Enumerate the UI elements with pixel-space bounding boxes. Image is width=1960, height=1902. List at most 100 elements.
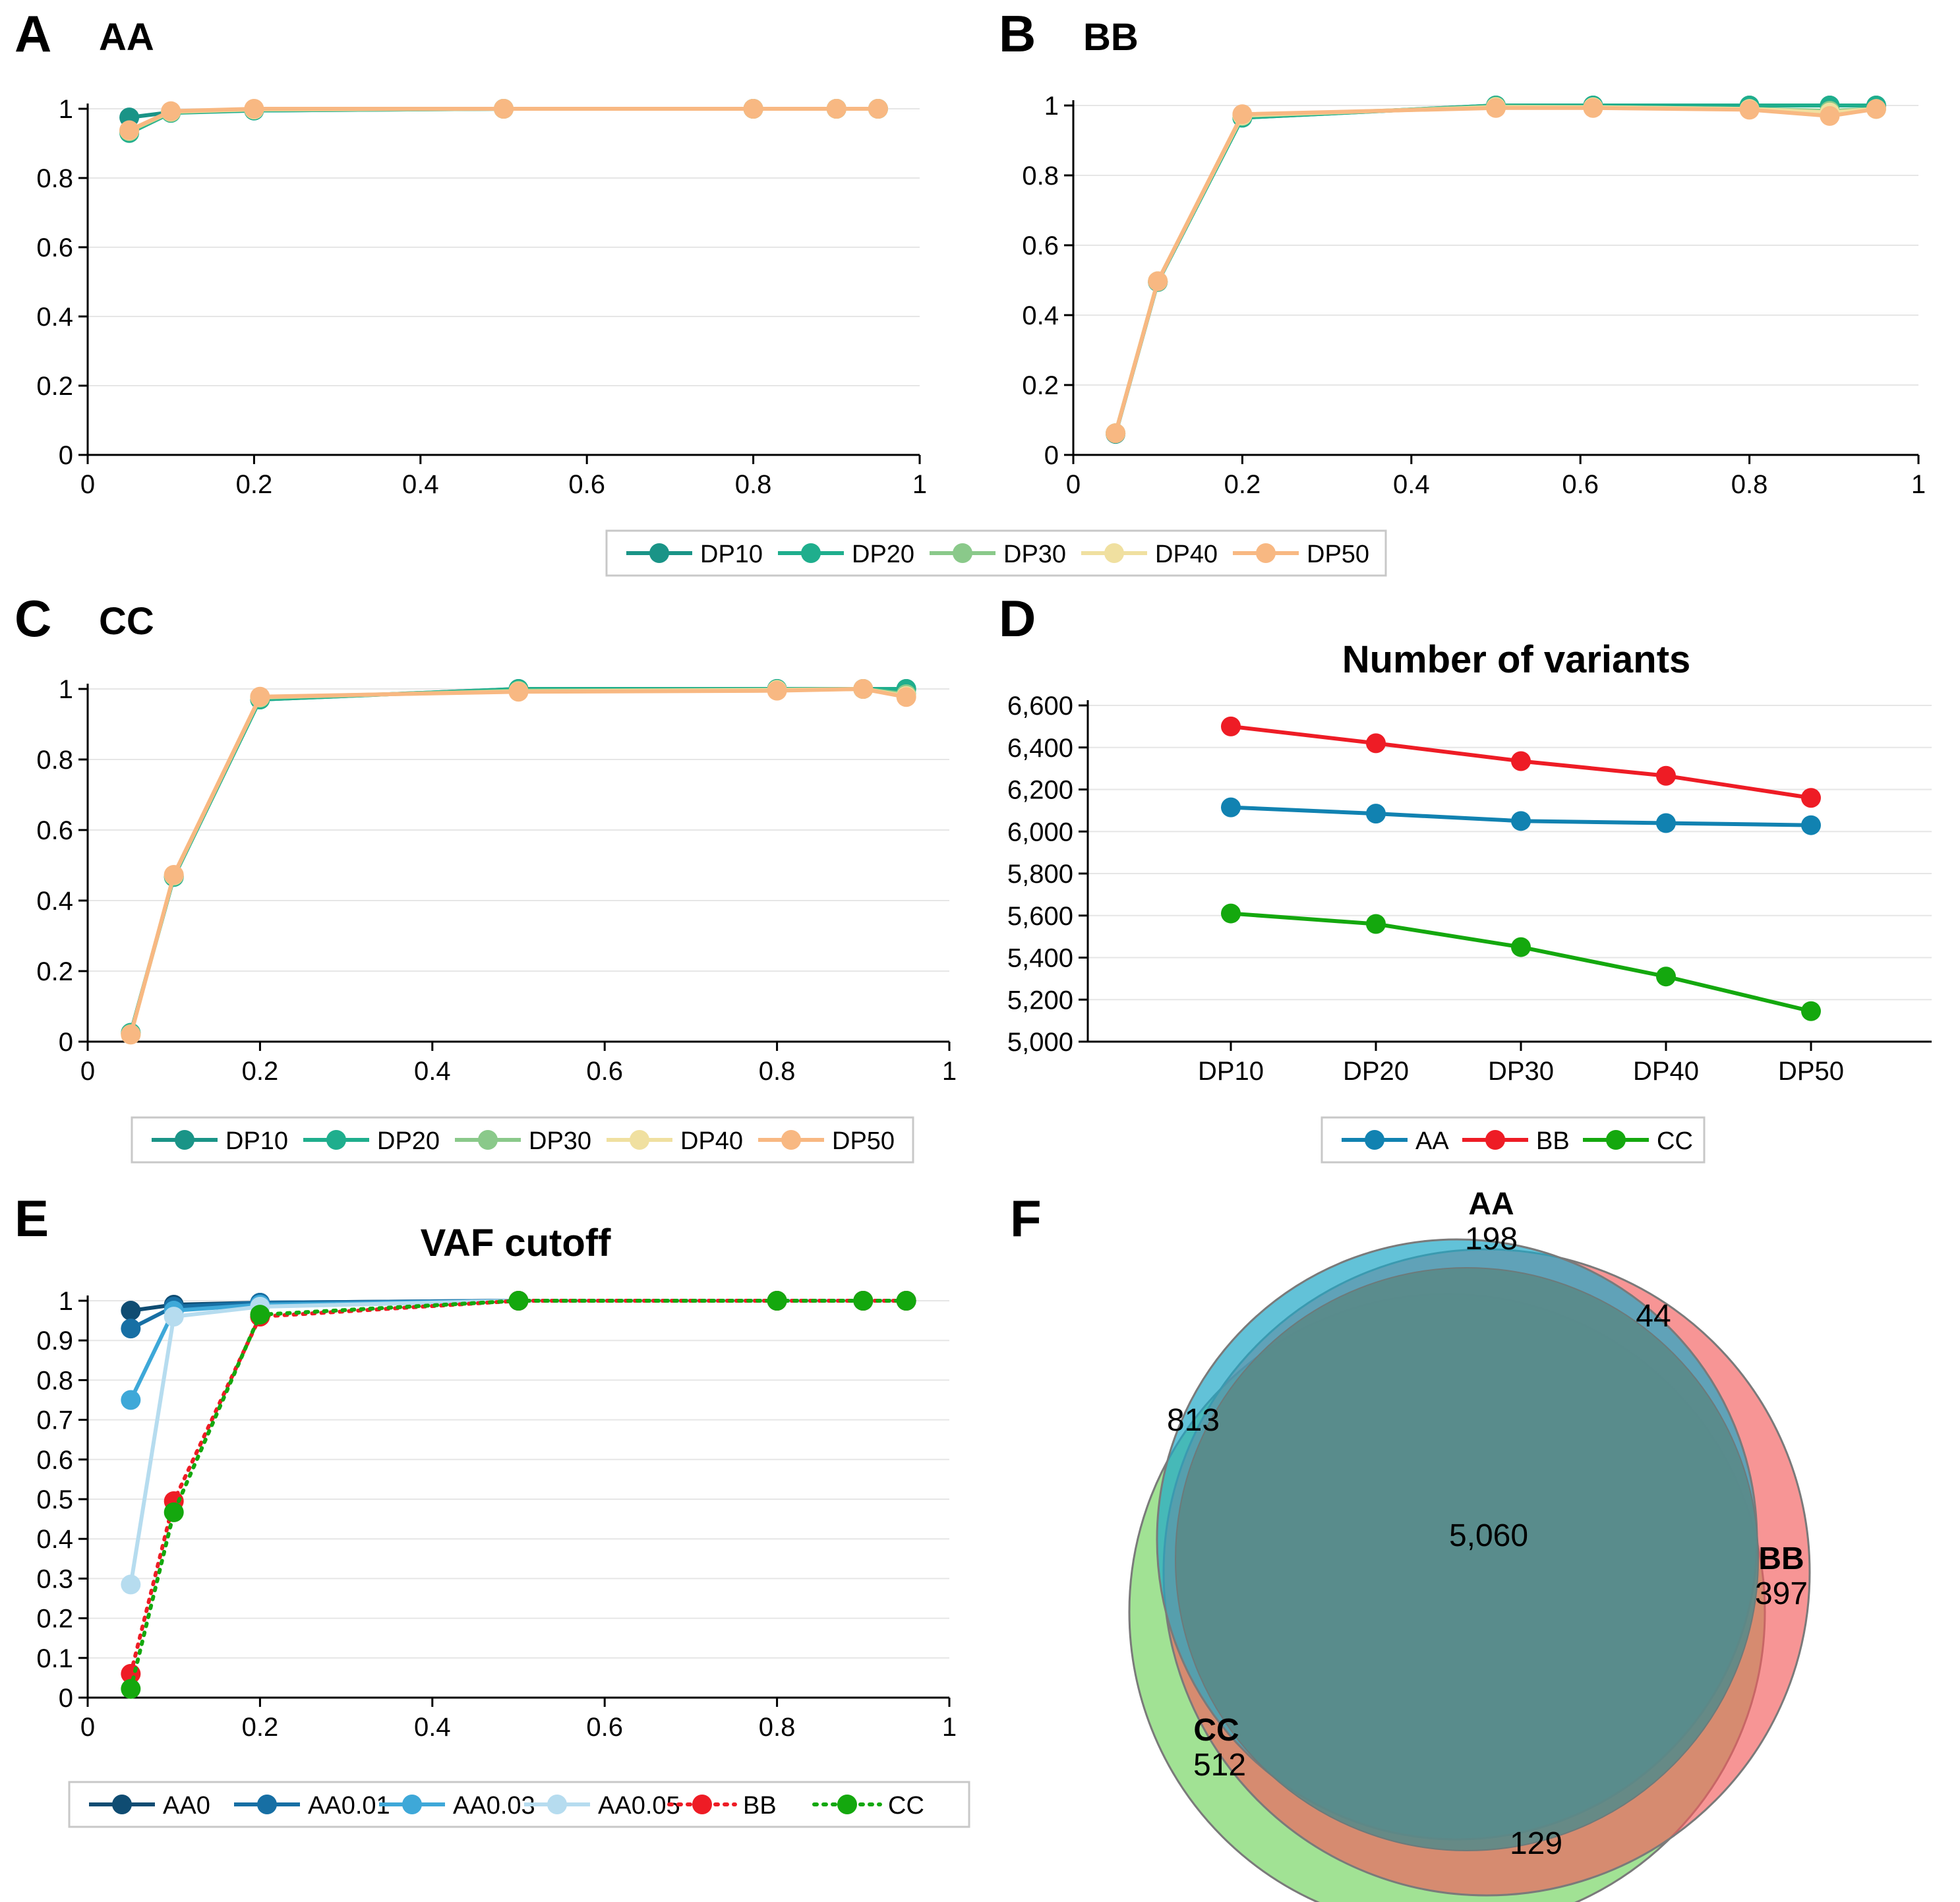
legend-e-marker-bb [692, 1795, 712, 1814]
panel-c-header: C CC [15, 589, 154, 647]
panel-d-y-tick-label: 6,200 [1007, 776, 1073, 805]
panel-e-series-aa0-03-line [129, 1299, 906, 1401]
panel-c-series-dp50-point [853, 679, 874, 699]
panel-c-y-tick-label: 0 [59, 1028, 73, 1057]
panel-letter-b: B [999, 5, 1036, 63]
panel-d-y-tick-label: 5,000 [1007, 1028, 1073, 1057]
panel-e-series-aa0-03-point [121, 1390, 141, 1410]
panel-e-y-tick-label: 0.2 [36, 1605, 73, 1634]
panel-d-series-aa-point [1221, 797, 1241, 817]
legend-ab-label-dp20: DP20 [852, 541, 914, 568]
panel-c-y-tick-label: 0.8 [36, 746, 73, 775]
panel-b-y-tick-label: 0.8 [1022, 162, 1059, 191]
legend-d-marker-aa [1365, 1130, 1384, 1150]
panel-d-series-aa-point [1366, 804, 1386, 824]
panel-c-series-dp30-line [129, 687, 907, 1035]
panel-b-series-dp50-point [1232, 104, 1253, 125]
panel-b-y-tick-label: 1 [1044, 92, 1059, 121]
panel-c-chart: 0 0.2 0.4 0.6 0.8 1 0 0.2 0.4 0.6 0.8 1 [36, 675, 957, 1086]
panel-e-x-tick-label: 0.4 [414, 1713, 451, 1742]
legend-d-label-bb: BB [1536, 1127, 1570, 1155]
panel-d-x-tick-label: DP50 [1778, 1057, 1844, 1086]
panel-d-series-bb-point [1221, 716, 1241, 736]
panel-d-x-tick-label: DP30 [1488, 1057, 1554, 1086]
panel-c-series-dp50-point [250, 686, 270, 707]
panel-b-series-dp50-point [1486, 98, 1506, 118]
legend-c-marker-dp50 [781, 1130, 801, 1150]
panel-c-x-tick-label: 0.8 [759, 1057, 796, 1086]
panel-a-y-tick-label: 0.4 [36, 303, 73, 332]
panel-a-y-tick-label: 0.2 [36, 372, 73, 401]
panel-d-series-cc-point [1801, 1001, 1821, 1021]
panel-d-y-tick-label: 6,600 [1007, 692, 1073, 721]
panel-a-x-tick-label: 0 [80, 470, 95, 499]
panel-d-y-tick-label: 6,000 [1007, 817, 1073, 847]
panel-b-x-tick-label: 0.2 [1224, 470, 1261, 499]
panel-f-header: F [1010, 1189, 1042, 1247]
panel-c-x-tick-label: 0.2 [242, 1057, 279, 1086]
legend-c-label-dp40: DP40 [680, 1127, 743, 1155]
panel-d-series-bb-point [1801, 788, 1821, 808]
panel-b-series-dp50-point [1866, 99, 1886, 119]
panel-b-series-dp50-point [1148, 271, 1168, 291]
legend-e-label-cc: CC [888, 1792, 924, 1820]
panel-a-x-tick-label: 0.8 [735, 470, 772, 499]
panel-b-y-tick-label: 0.2 [1022, 371, 1059, 400]
panel-b-x-tick-label: 1 [1911, 470, 1926, 499]
legend-ab-marker-dp30 [953, 543, 972, 563]
panel-b-series-dp40-line [1114, 105, 1877, 434]
panel-b-series-dp50-point [1820, 105, 1840, 126]
panel-e-y-tick-label: 0.5 [36, 1485, 73, 1514]
legend-ab-label-dp40: DP40 [1155, 541, 1218, 568]
panel-b-series-dp50-point [1739, 100, 1760, 120]
legend-e-label-aa0-03: AA0.03 [453, 1792, 535, 1820]
panel-e-series-aa0-05-point [121, 1574, 141, 1595]
legend-d-label-cc: CC [1657, 1127, 1693, 1155]
panel-a-series-dp50-point [743, 99, 763, 119]
panel-e-series-cc-point [121, 1679, 141, 1699]
legend-d-marker-bb [1485, 1130, 1505, 1150]
legend-ab-marker-dp50 [1256, 543, 1276, 563]
panel-f-venn: AA 198 BB 397 CC 512 44 813 129 5,060 [1128, 1187, 1811, 1902]
panel-a-series-dp50-point [119, 120, 140, 140]
legend-ab-label-dp50: DP50 [1307, 541, 1369, 568]
panel-c-y-tick-label: 1 [59, 675, 73, 704]
panel-d-y-tick-label: 5,600 [1007, 902, 1073, 931]
panel-e-series-cc-point [767, 1291, 787, 1311]
panel-e-x-tick-label: 0.6 [586, 1713, 623, 1742]
legend-ab-label-dp10: DP10 [700, 541, 763, 568]
panel-d-series-bb-point [1366, 733, 1386, 754]
legend-c: DP10 DP20 DP30 DP40 DP50 [131, 1116, 914, 1164]
panel-d-series-bb-point [1511, 751, 1531, 771]
legend-e-frame [68, 1781, 970, 1828]
panel-c-series-dp50-point [508, 682, 529, 702]
panel-d-y-tick-label: 5,200 [1007, 986, 1073, 1015]
panel-c-series-dp20-line [129, 687, 906, 1034]
panel-b-series-dp50-point [1106, 423, 1126, 444]
panel-e-title: VAF cutoff [421, 1222, 612, 1264]
panel-b-series-dp50-line [1114, 105, 1877, 434]
panel-c-series-dp50-point [163, 864, 184, 885]
panel-e-series-cc-point [896, 1291, 916, 1311]
panel-e-y-tick-label: 0.9 [36, 1326, 73, 1355]
panel-b-y-tick-label: 0.4 [1022, 301, 1059, 330]
panel-d-series-cc-point [1511, 937, 1531, 957]
panel-c-title: CC [99, 600, 154, 643]
panel-d-chart: 5,000 5,200 5,400 5,600 5,800 6,000 6,200 6,400… [1007, 692, 1932, 1086]
venn-count-bb-cc: 129 [1510, 1826, 1562, 1861]
panel-b-x-tick-label: 0.4 [1393, 470, 1430, 499]
panel-d-y-tick-label: 5,400 [1007, 944, 1073, 973]
panel-a-y-tick-label: 0 [59, 441, 73, 470]
panel-c-x-tick-label: 0 [80, 1057, 95, 1086]
legend-c-label-dp50: DP50 [832, 1127, 895, 1155]
panel-c-y-tick-label: 0.2 [36, 957, 73, 986]
panel-d-series-aa-point [1511, 811, 1531, 831]
legend-ab-marker-dp10 [649, 543, 669, 563]
panel-c-series-dp50-line [129, 687, 907, 1036]
panel-e-y-tick-label: 1 [59, 1287, 73, 1316]
legend-e-marker-cc [837, 1795, 857, 1814]
panel-d-title: Number of variants [1342, 638, 1691, 681]
panel-d-header: D Number of variants [999, 589, 1690, 681]
panel-b-series-dp50-point [1583, 98, 1603, 118]
panel-a-header: A AA [15, 5, 154, 63]
